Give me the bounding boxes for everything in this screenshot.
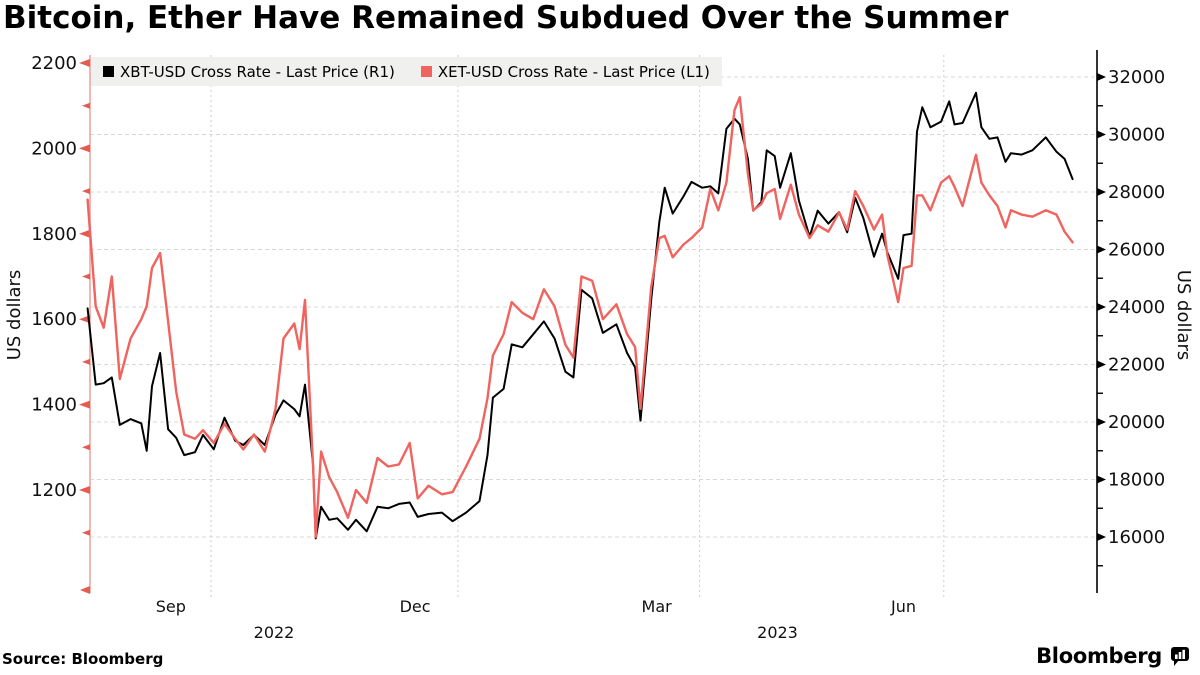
- right-tick-label: 22000: [1108, 355, 1165, 376]
- chart-legend: XBT-USD Cross Rate - Last Price (R1) XET…: [91, 57, 722, 86]
- right-tick-label: 30000: [1108, 125, 1165, 146]
- year-label: 2022: [254, 623, 295, 642]
- right-tick-arrow: [1097, 130, 1106, 139]
- xbt-series-line: [86, 91, 1074, 540]
- bloomberg-logo: Bloomberg: [1036, 644, 1190, 668]
- right-tick-label: 20000: [1108, 412, 1165, 433]
- left-tick-arrow: [79, 400, 90, 409]
- left-minor-tick: [82, 188, 90, 195]
- legend-label-xbt: XBT-USD Cross Rate - Last Price (R1): [120, 62, 395, 81]
- right-tick-arrow: [1097, 245, 1106, 254]
- left-tick-label: 1600: [31, 309, 77, 330]
- month-label: Jun: [890, 597, 916, 616]
- year-label: 2023: [757, 623, 798, 642]
- right-tick-label: 32000: [1108, 67, 1165, 88]
- bloomberg-bug-icon: [1171, 646, 1189, 666]
- right-tick-arrow: [1097, 418, 1106, 426]
- legend-item-xet: XET-USD Cross Rate - Last Price (L1): [420, 62, 710, 81]
- month-label: Sep: [156, 597, 186, 616]
- left-axis-end-arrow: [80, 586, 90, 594]
- left-minor-tick: [82, 358, 90, 365]
- right-axis-title: US dollars: [1173, 270, 1194, 361]
- right-tick-arrow: [1097, 475, 1106, 484]
- bloomberg-wordmark: Bloomberg: [1036, 644, 1162, 668]
- left-tick-arrow: [79, 229, 90, 238]
- month-label: Dec: [400, 597, 431, 616]
- xet-series-line: [86, 95, 1074, 539]
- left-tick-arrow: [79, 486, 90, 494]
- right-tick-label: 16000: [1108, 527, 1165, 548]
- right-tick-arrow: [1097, 533, 1106, 541]
- right-tick-label: 28000: [1108, 182, 1165, 203]
- left-axis-title: US dollars: [4, 270, 25, 361]
- left-tick-arrow: [79, 315, 90, 324]
- source-note: Source: Bloomberg: [2, 650, 164, 668]
- left-minor-tick: [82, 102, 90, 109]
- right-tick-label: 18000: [1108, 470, 1165, 491]
- xet-swatch-icon: [420, 66, 432, 77]
- left-minor-tick: [82, 529, 90, 536]
- right-tick-arrow: [1097, 360, 1106, 369]
- left-tick-label: 2000: [31, 138, 77, 159]
- right-tick-arrow: [1097, 73, 1106, 81]
- left-tick-label: 2200: [31, 53, 77, 74]
- right-tick-label: 26000: [1108, 240, 1165, 261]
- xbt-swatch-icon: [103, 66, 114, 77]
- right-tick-arrow: [1097, 188, 1106, 196]
- right-tick-label: 24000: [1108, 297, 1165, 318]
- legend-label-xet: XET-USD Cross Rate - Last Price (L1): [437, 62, 710, 81]
- left-tick-label: 1200: [31, 480, 77, 501]
- left-minor-tick: [82, 444, 90, 451]
- legend-item-xbt: XBT-USD Cross Rate - Last Price (R1): [103, 63, 395, 81]
- left-tick-label: 1400: [31, 395, 77, 416]
- left-tick-arrow: [79, 59, 90, 67]
- left-tick-arrow: [79, 144, 90, 153]
- right-tick-arrow: [1097, 303, 1106, 311]
- page-title: Bitcoin, Ether Have Remained Subdued Ove…: [3, 0, 1009, 36]
- month-label: Mar: [642, 597, 673, 616]
- left-minor-tick: [82, 273, 90, 280]
- left-tick-label: 1800: [31, 224, 77, 245]
